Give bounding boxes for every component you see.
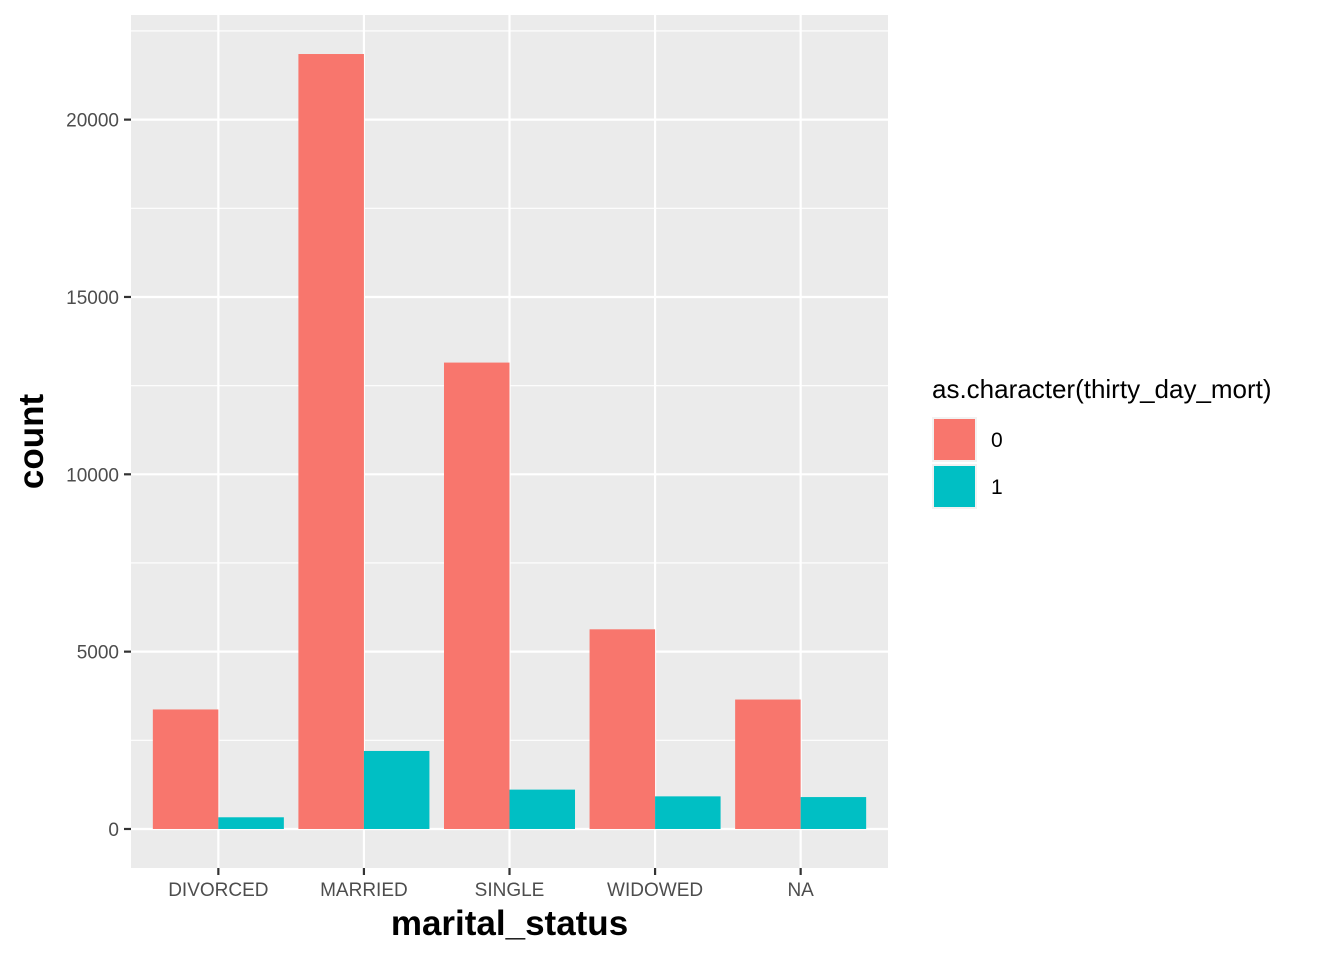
bar-married-series-1 <box>363 750 430 829</box>
y-tick-label: 0 <box>108 820 119 841</box>
bar-divorced-series-1 <box>218 817 284 829</box>
legend-swatch-0 <box>934 419 975 460</box>
bars <box>152 54 867 829</box>
x-tick-label: NA <box>787 880 814 901</box>
x-axis: DIVORCED MARRIED SINGLE WIDOWED NA <box>168 868 814 901</box>
bar-widowed-series-1 <box>655 796 721 829</box>
bar-single-series-0 <box>443 362 510 829</box>
x-tick-label: SINGLE <box>475 880 545 901</box>
legend-label-1: 1 <box>991 476 1003 499</box>
y-tick-label: 10000 <box>66 465 119 486</box>
bar-na-series-1 <box>800 797 867 829</box>
x-tick-label: WIDOWED <box>607 880 703 901</box>
y-tick-label: 15000 <box>66 288 119 309</box>
bar-single-series-1 <box>509 789 576 829</box>
legend-label-0: 0 <box>991 429 1003 452</box>
y-tick-label: 20000 <box>66 111 119 132</box>
legend-items: 01 <box>932 417 1003 509</box>
legend-title: as.character(thirty_day_mort) <box>932 374 1272 404</box>
y-axis: 0 5000 10000 15000 20000 <box>66 111 131 841</box>
x-tick-label: MARRIED <box>320 880 408 901</box>
legend-swatch-1 <box>934 466 975 507</box>
y-tick-label: 5000 <box>77 643 119 664</box>
bar-married-series-0 <box>298 54 364 829</box>
bar-widowed-series-0 <box>589 629 656 829</box>
bar-na-series-0 <box>735 699 801 829</box>
bar-divorced-series-0 <box>152 709 219 829</box>
y-axis-title: count <box>12 394 51 490</box>
x-axis-title: marital_status <box>391 904 628 943</box>
legend: as.character(thirty_day_mort) 01 <box>932 374 1272 509</box>
x-tick-label: DIVORCED <box>168 880 268 901</box>
major-gridlines <box>131 15 888 868</box>
